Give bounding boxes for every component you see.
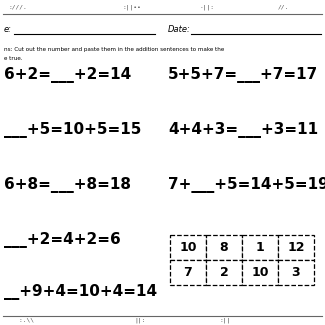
FancyBboxPatch shape (170, 260, 206, 285)
FancyBboxPatch shape (242, 260, 278, 285)
Text: 4+4+3=___+3=11: 4+4+3=___+3=11 (168, 122, 318, 138)
Text: ·||:: ·||: (200, 4, 214, 10)
FancyBboxPatch shape (242, 235, 278, 260)
FancyBboxPatch shape (206, 235, 242, 260)
Text: ||:: ||: (134, 317, 146, 323)
Text: 2: 2 (220, 266, 228, 279)
Text: ___+5=10+5=15: ___+5=10+5=15 (4, 122, 141, 138)
FancyBboxPatch shape (206, 260, 242, 285)
Text: 10: 10 (179, 241, 197, 254)
Text: 3: 3 (292, 266, 300, 279)
Text: 12: 12 (287, 241, 305, 254)
Text: 10: 10 (251, 266, 269, 279)
Text: :.\\: :.\\ (19, 318, 37, 322)
Text: :||••: :||•• (123, 4, 141, 10)
Text: :///.: :///. (9, 5, 27, 9)
Text: __+9+4=10+4=14: __+9+4=10+4=14 (4, 284, 157, 300)
FancyBboxPatch shape (170, 235, 206, 260)
Text: //.: //. (277, 5, 289, 9)
Text: ___+2=4+2=6: ___+2=4+2=6 (4, 232, 121, 248)
FancyBboxPatch shape (278, 235, 314, 260)
Text: :||: :|| (219, 317, 231, 323)
Text: 6+8=___+8=18: 6+8=___+8=18 (4, 177, 131, 193)
Text: 8: 8 (220, 241, 228, 254)
Text: e true.: e true. (4, 57, 22, 61)
Text: 7+___+5=14+5=19: 7+___+5=14+5=19 (168, 177, 325, 193)
Text: e:: e: (4, 25, 12, 34)
FancyBboxPatch shape (278, 260, 314, 285)
Text: 6+2=___+2=14: 6+2=___+2=14 (4, 67, 131, 83)
Text: ns: Cut out the number and paste them in the addition sentences to make the: ns: Cut out the number and paste them in… (4, 47, 224, 53)
Text: Date:: Date: (168, 25, 191, 34)
Text: 7: 7 (184, 266, 192, 279)
Text: 1: 1 (256, 241, 264, 254)
Text: 5+5+7=___+7=17: 5+5+7=___+7=17 (168, 67, 318, 83)
